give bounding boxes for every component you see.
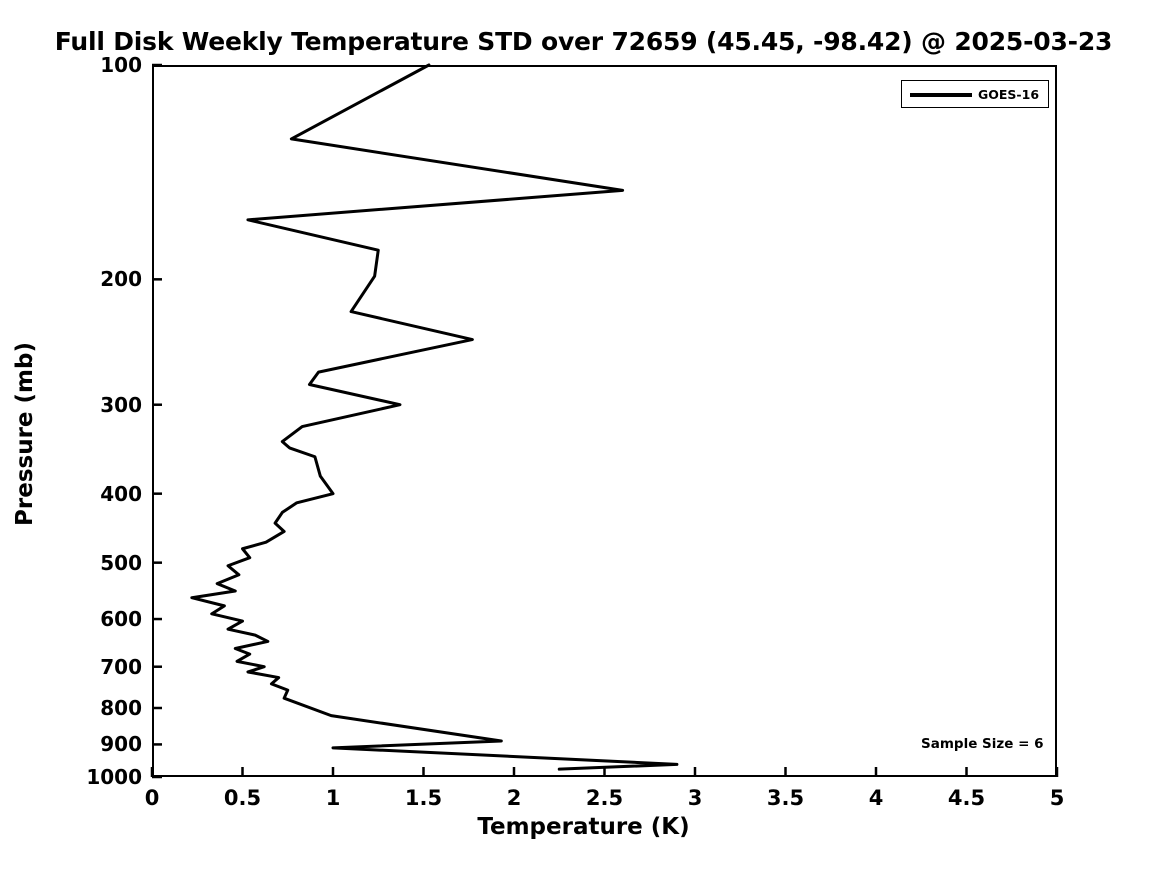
legend: GOES-16 [901,80,1049,108]
sample-size-annotation: Sample Size = 6 [921,736,1044,752]
y-tick-label-200: 200 [100,267,142,292]
x-tick-label-2-5: 2.5 [585,786,624,810]
x-tick-label-4: 4 [868,786,884,810]
x-tick-label-1-5: 1.5 [404,786,443,810]
x-tick-label-3: 3 [687,786,703,810]
x-tick-label-0: 0 [144,786,160,810]
y-tick-label-700: 700 [100,654,142,679]
x-tick-label-5: 5 [1049,786,1065,810]
y-tick-label-900: 900 [100,732,142,757]
legend-line-swatch [910,93,972,97]
y-axis-label: Pressure (mb) [12,342,38,526]
y-tick-label-800: 800 [100,696,142,720]
y-tick-label-400: 400 [100,481,142,506]
series-line-goes-16 [190,63,679,771]
x-tick-label-0-5: 0.5 [223,786,262,810]
x-tick-label-1: 1 [325,786,341,810]
x-tick-label-4-5: 4.5 [947,786,986,810]
y-tick-label-100: 100 [100,53,142,77]
x-tick-label-2: 2 [506,786,522,810]
y-tick-label-600: 600 [100,607,142,632]
x-tick-label-3-5: 3.5 [766,786,805,810]
legend-label-goes-16: GOES-16 [978,87,1040,102]
axis-tick-marks [150,63,1059,779]
chart-title: Full Disk Weekly Temperature STD over 72… [54,27,1113,56]
plot-canvas [150,63,1059,779]
y-tick-label-300: 300 [100,392,142,417]
y-tick-label-1000: 1000 [86,765,142,789]
data-series-group [190,63,679,771]
y-tick-label-500: 500 [100,550,142,575]
x-axis-label: Temperature (K) [477,814,690,840]
